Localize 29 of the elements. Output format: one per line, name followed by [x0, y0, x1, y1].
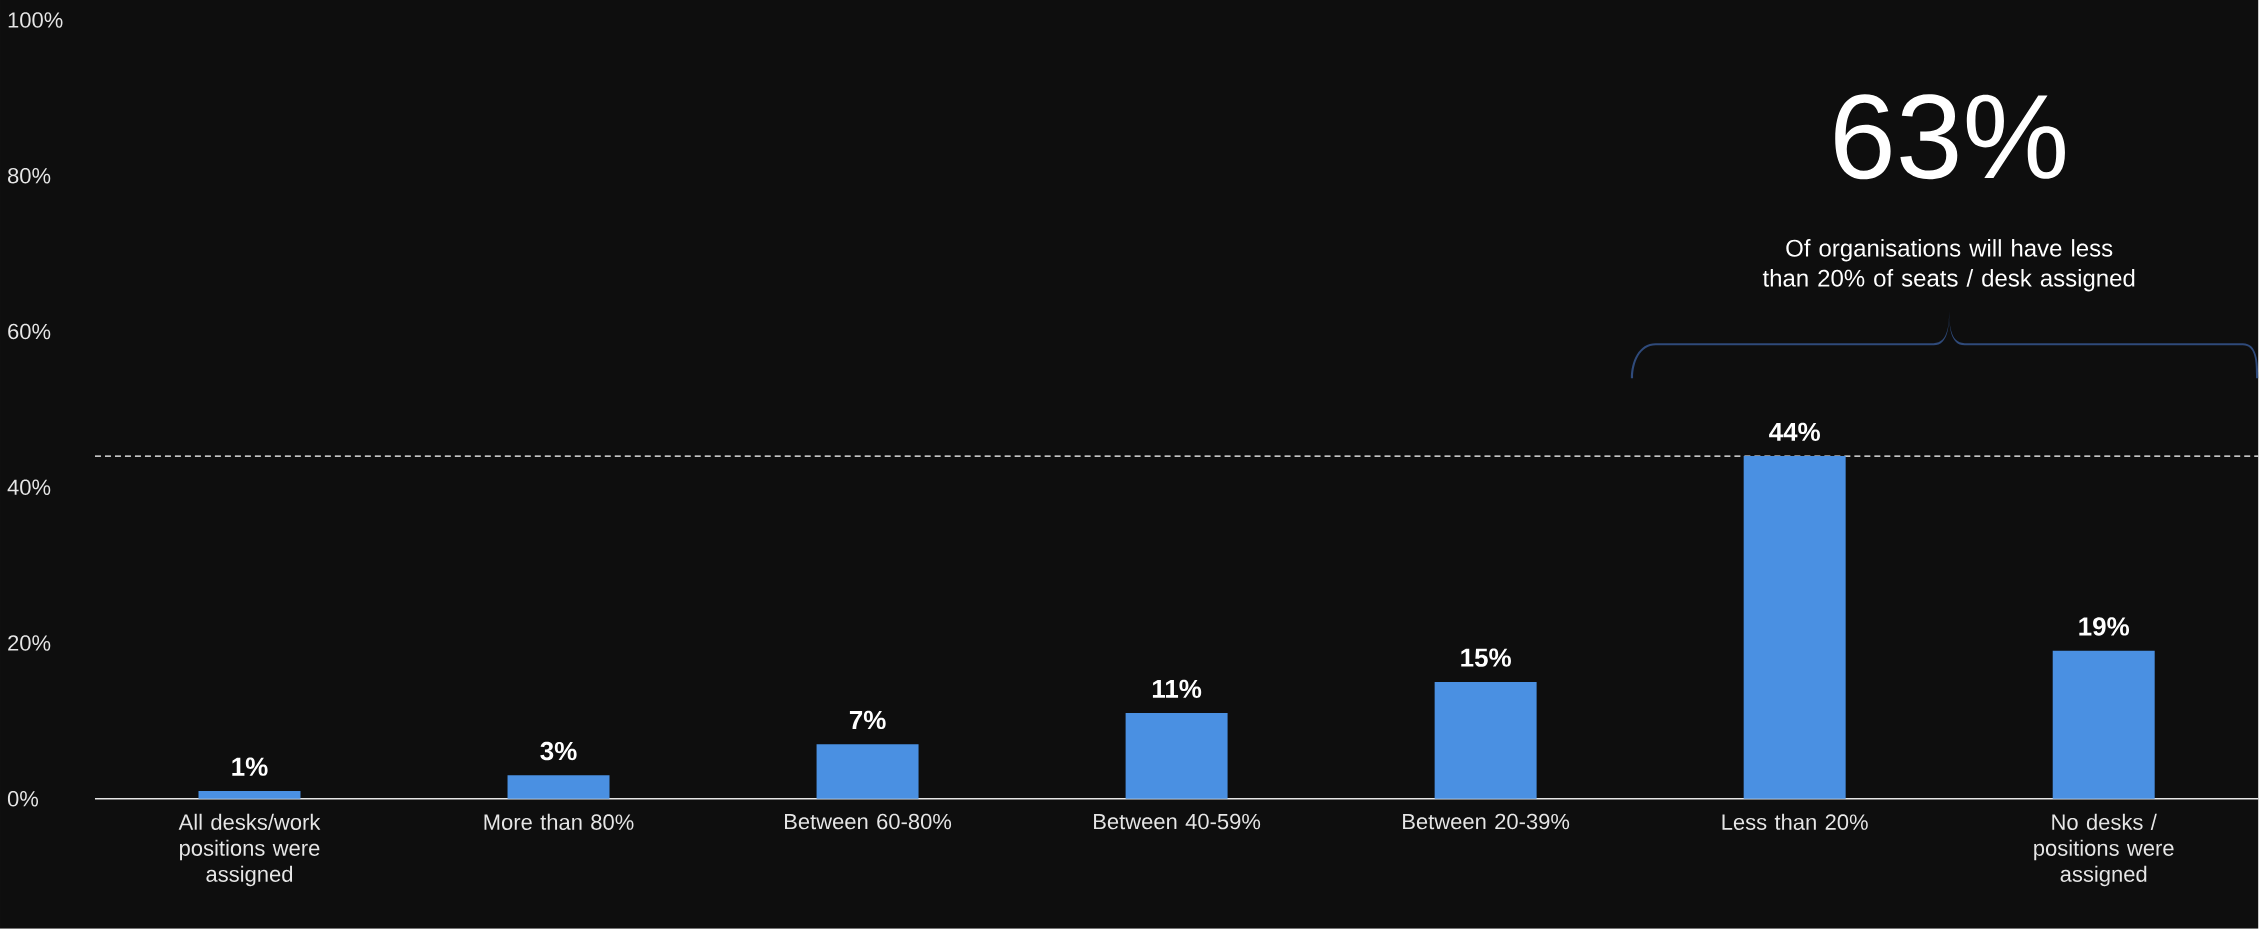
y-tick-label: 0%	[7, 791, 39, 807]
bar	[1434, 682, 1537, 799]
annotation: Of organisations will have less than 20% of seats / desk assigned	[1762, 239, 2135, 292]
y-tick-label: 100%	[8, 12, 63, 28]
annotation: 63%	[1835, 94, 2065, 180]
x-tick-label: No desks / positions were assigned	[2034, 813, 2174, 887]
x-tick-label: Between 40-59%	[1094, 813, 1261, 830]
bar	[198, 791, 301, 799]
data-label: 15%	[1461, 648, 1511, 667]
bar	[1125, 713, 1228, 799]
y-tick-label: 40%	[7, 479, 51, 496]
bar	[2052, 650, 2155, 799]
x-tick-label: Less than 20%	[1722, 813, 1868, 831]
data-label: 1%	[232, 757, 268, 777]
y-tick-label: 20%	[8, 635, 51, 651]
bar	[816, 744, 919, 799]
data-label: 11%	[1152, 679, 1202, 699]
x-tick-label: Between 20-39%	[1403, 813, 1570, 830]
x-tick-label: All desks/work positions were assigned	[178, 813, 321, 887]
data-label: 3%	[540, 742, 577, 761]
x-tick-label: Between 60-80%	[785, 813, 952, 830]
data-label: 19%	[2079, 617, 2130, 636]
y-tick-label: 60%	[8, 323, 51, 340]
x-tick-label: More than 80%	[484, 813, 634, 831]
bar	[1743, 456, 1846, 799]
y-tick-label: 80%	[8, 168, 51, 184]
data-label: 7%	[849, 711, 886, 730]
data-label: 44%	[1769, 422, 1820, 442]
bar	[507, 775, 610, 799]
